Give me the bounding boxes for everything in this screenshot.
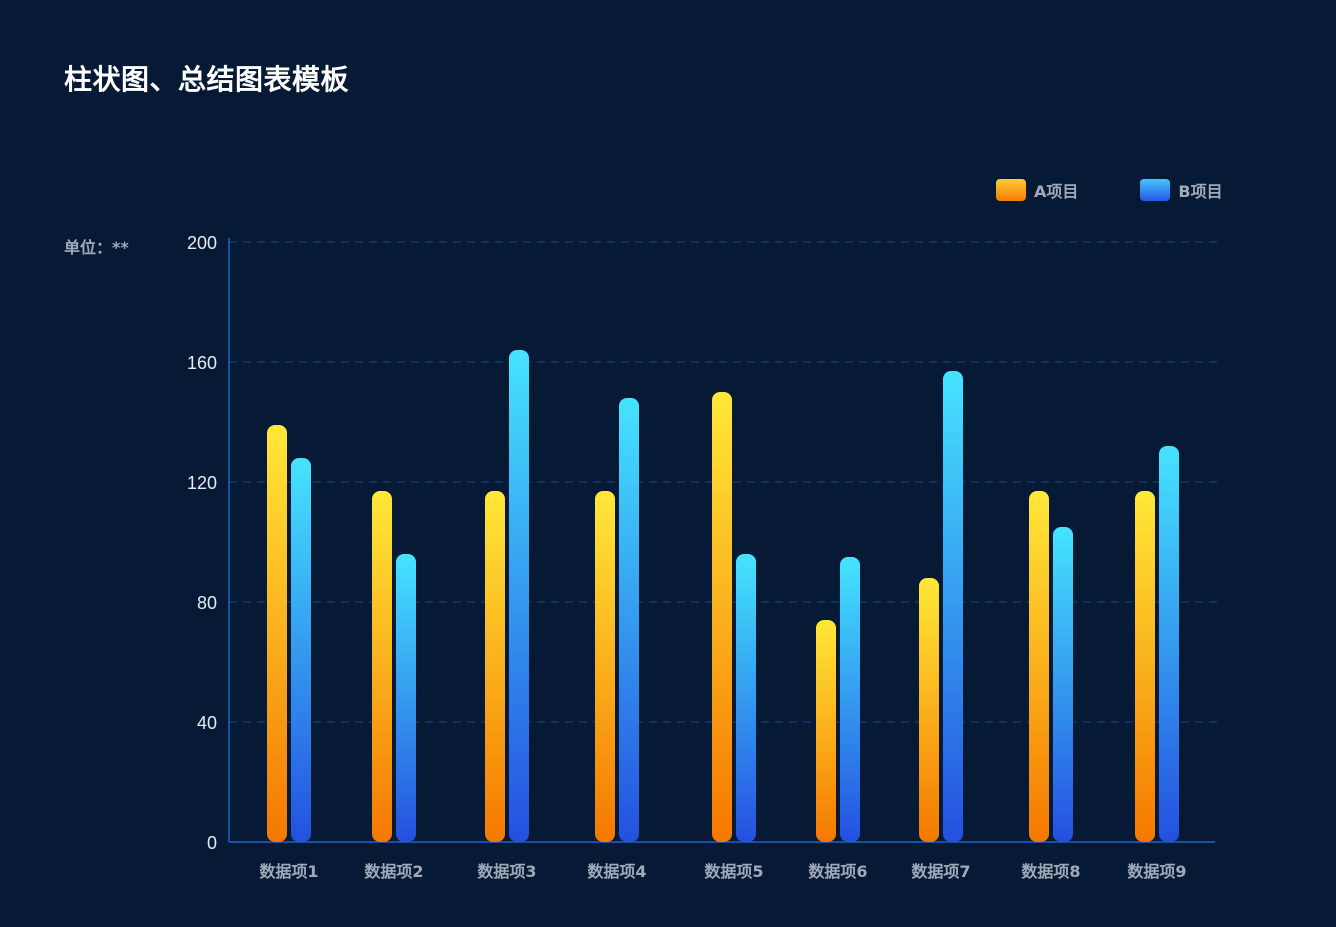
bar-a-4 xyxy=(595,491,615,842)
x-category-label-3: 数据项3 xyxy=(477,862,536,881)
y-tick-label-160: 160 xyxy=(187,353,217,373)
bars xyxy=(267,350,1179,842)
legend-label-a: A项目 xyxy=(1034,182,1079,201)
y-tick-label-200: 200 xyxy=(187,233,217,253)
bar-b-7 xyxy=(943,371,963,842)
bar-a-9 xyxy=(1135,491,1155,842)
axis-labels: 0 40 80 120 160 200 数据项1 数据项2 数据项3 数据项4 数据项5 数据项6 数据… xyxy=(187,233,1187,881)
bar-a-3 xyxy=(485,491,505,842)
bar-a-5 xyxy=(712,392,732,842)
legend-swatch-b xyxy=(1140,179,1171,201)
x-category-label-9: 数据项9 xyxy=(1127,862,1186,881)
bar-b-5 xyxy=(736,554,756,842)
bar-a-2 xyxy=(372,491,392,842)
bar-b-4 xyxy=(619,398,639,842)
y-tick-label-0: 0 xyxy=(207,833,217,853)
legend-swatch-a xyxy=(996,179,1026,201)
legend-label-b: B项目 xyxy=(1178,182,1223,201)
x-category-label-6: 数据项6 xyxy=(808,862,867,881)
chart-legend: A项目 B项目 xyxy=(996,178,1223,202)
bar-a-6 xyxy=(816,620,836,842)
bar-a-1 xyxy=(267,425,287,842)
bar-b-2 xyxy=(396,554,416,842)
y-tick-label-40: 40 xyxy=(197,713,217,733)
x-category-label-4: 数据项4 xyxy=(587,862,646,881)
bar-b-6 xyxy=(840,557,860,842)
bar-b-1 xyxy=(291,458,311,842)
bar-b-8 xyxy=(1053,527,1073,842)
legend-item-b[interactable]: B项目 xyxy=(1140,178,1223,202)
page-title: 柱状图、总结图表模板 xyxy=(64,63,350,96)
bar-b-9 xyxy=(1159,446,1179,842)
legend-item-a[interactable]: A项目 xyxy=(996,178,1078,202)
y-axis-unit-label: 单位：** xyxy=(64,238,129,257)
bar-a-7 xyxy=(919,578,939,842)
bar-b-3 xyxy=(509,350,529,842)
x-category-label-8: 数据项8 xyxy=(1021,862,1080,881)
y-tick-label-80: 80 xyxy=(197,593,217,613)
x-category-label-2: 数据项2 xyxy=(364,862,423,881)
x-category-label-7: 数据项7 xyxy=(911,862,970,881)
x-category-label-1: 数据项1 xyxy=(259,862,318,881)
x-category-label-5: 数据项5 xyxy=(704,862,763,881)
bar-a-8 xyxy=(1029,491,1049,842)
y-tick-label-120: 120 xyxy=(187,473,217,493)
